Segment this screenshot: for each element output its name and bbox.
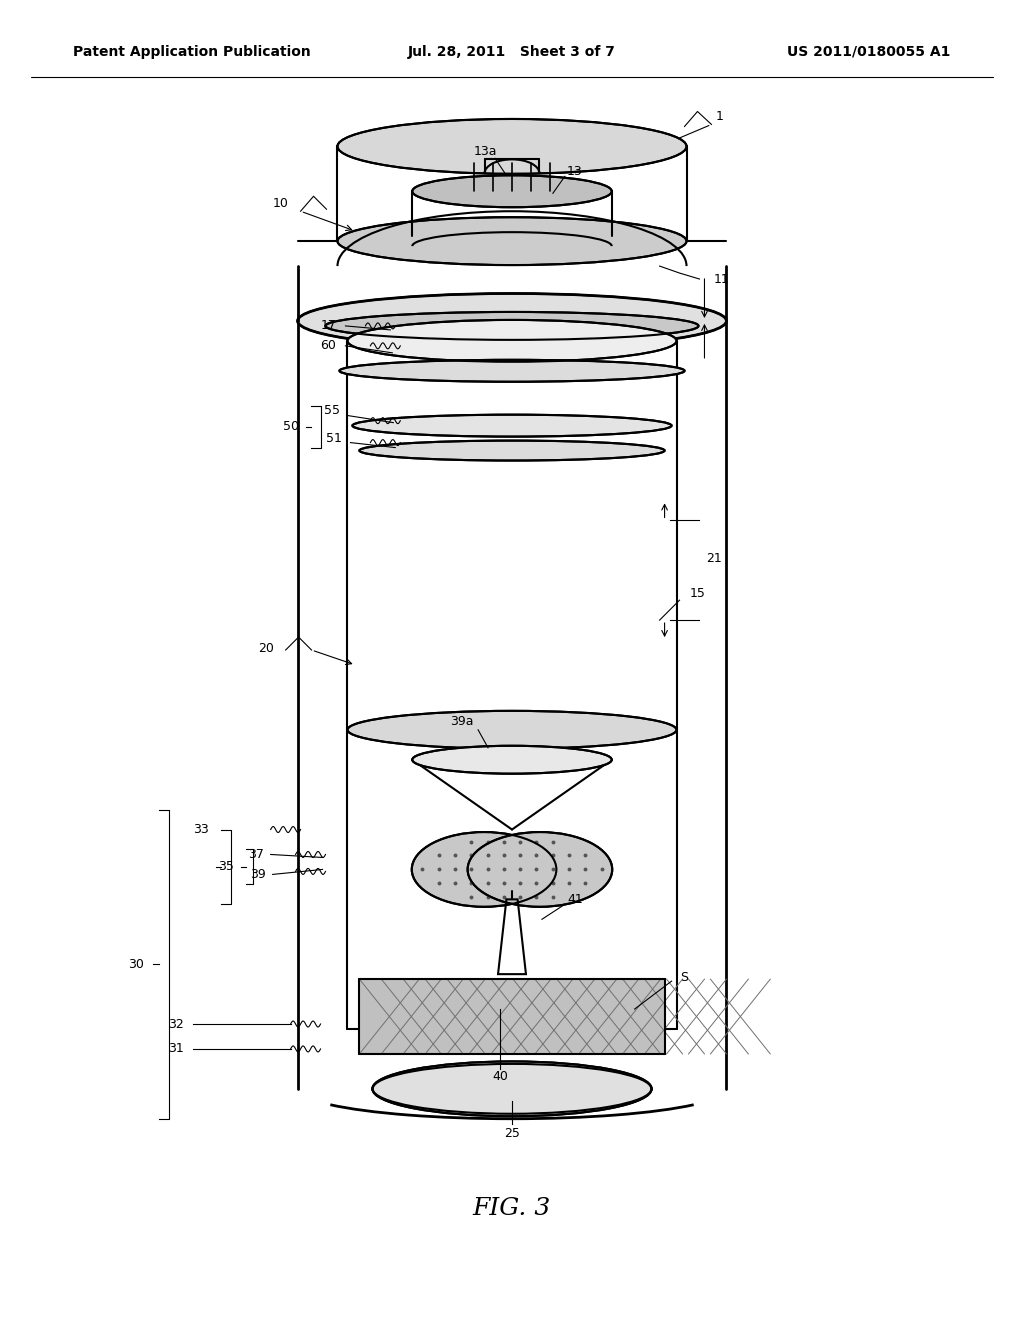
- Ellipse shape: [413, 176, 611, 207]
- Text: 21: 21: [707, 552, 722, 565]
- Ellipse shape: [340, 360, 684, 381]
- Ellipse shape: [413, 746, 611, 774]
- Text: US 2011/0180055 A1: US 2011/0180055 A1: [787, 45, 951, 58]
- Text: 39a: 39a: [451, 715, 474, 729]
- Ellipse shape: [338, 119, 686, 174]
- Ellipse shape: [373, 1064, 651, 1114]
- Text: 1: 1: [716, 110, 723, 123]
- Text: 41: 41: [567, 892, 583, 906]
- Text: 13: 13: [567, 165, 583, 178]
- Text: 33: 33: [193, 824, 209, 836]
- Text: 60: 60: [321, 339, 337, 352]
- Text: 30: 30: [128, 958, 144, 970]
- Text: 11: 11: [714, 272, 729, 285]
- Text: 55: 55: [325, 404, 341, 417]
- Ellipse shape: [468, 832, 612, 907]
- Ellipse shape: [326, 312, 698, 339]
- Text: Jul. 28, 2011   Sheet 3 of 7: Jul. 28, 2011 Sheet 3 of 7: [408, 45, 616, 58]
- Text: 31: 31: [168, 1043, 183, 1056]
- Text: 17: 17: [321, 319, 337, 333]
- Text: 25: 25: [504, 1127, 520, 1140]
- Text: 15: 15: [689, 586, 706, 599]
- Text: 32: 32: [168, 1018, 183, 1031]
- Text: 35: 35: [218, 859, 233, 873]
- Text: 13a: 13a: [473, 145, 497, 158]
- Bar: [359, 979, 665, 1053]
- Ellipse shape: [338, 218, 686, 265]
- Ellipse shape: [347, 319, 677, 362]
- Text: S: S: [681, 970, 688, 983]
- Ellipse shape: [412, 832, 556, 907]
- Text: 37: 37: [248, 847, 263, 861]
- Ellipse shape: [298, 293, 726, 348]
- Text: 40: 40: [493, 1071, 508, 1084]
- Text: 50: 50: [283, 420, 299, 433]
- Text: FIG. 3: FIG. 3: [473, 1197, 551, 1220]
- Polygon shape: [359, 979, 665, 1053]
- Text: 51: 51: [326, 432, 341, 445]
- Ellipse shape: [352, 414, 672, 437]
- Text: Patent Application Publication: Patent Application Publication: [73, 45, 311, 58]
- Text: 10: 10: [272, 197, 289, 210]
- Ellipse shape: [359, 441, 665, 461]
- Ellipse shape: [347, 711, 677, 748]
- Text: 20: 20: [258, 642, 273, 655]
- Text: 39: 39: [250, 869, 265, 880]
- Ellipse shape: [373, 1061, 651, 1117]
